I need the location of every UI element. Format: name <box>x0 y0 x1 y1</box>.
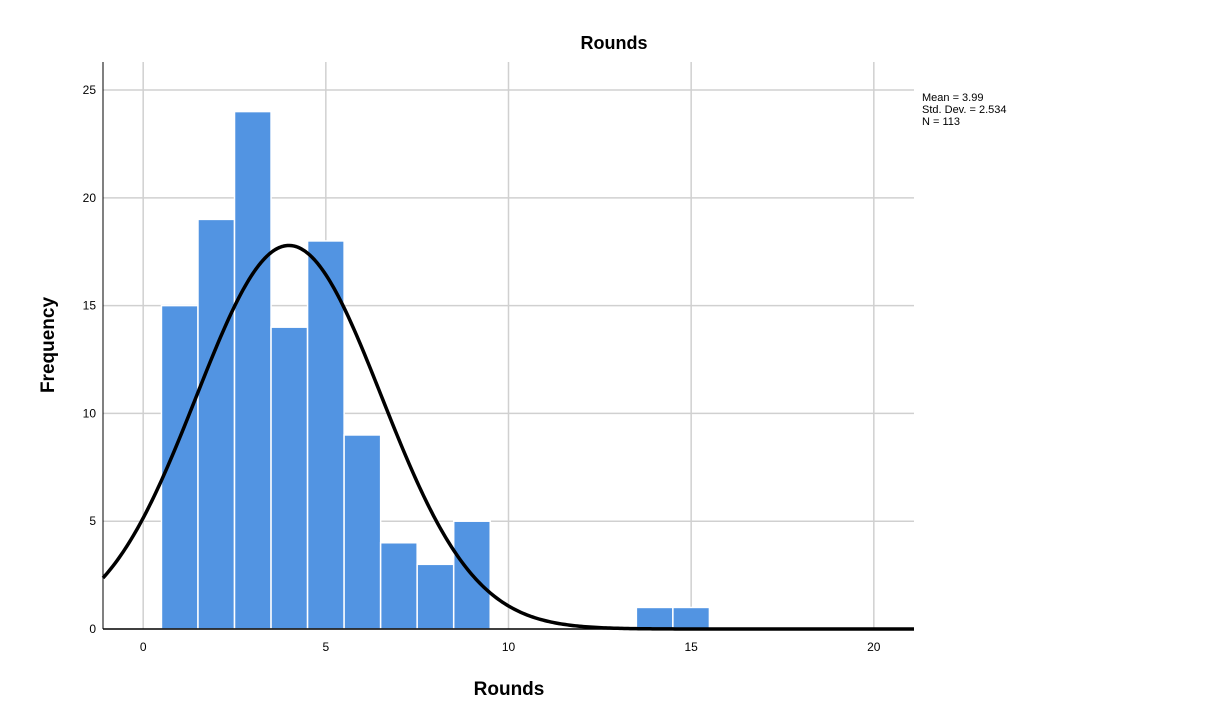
x-axis-title: Rounds <box>474 679 545 700</box>
histogram-bar <box>379 542 418 630</box>
stat-n: N = 113 <box>922 116 960 128</box>
x-tick-label: 15 <box>684 640 698 654</box>
histogram-bar <box>233 110 272 630</box>
x-tick-label: 20 <box>867 640 881 654</box>
stat-mean: Mean = 3.99 <box>922 92 983 104</box>
histogram-bar <box>270 326 309 630</box>
histogram-bar <box>635 606 674 630</box>
chart-title: Rounds <box>581 33 648 53</box>
x-tick-label: 10 <box>502 640 516 654</box>
y-tick-label: 25 <box>83 83 97 97</box>
x-tick-labels: 0 5 10 15 20 <box>140 640 881 654</box>
x-tick-label: 5 <box>322 640 329 654</box>
histogram-bar <box>306 240 345 630</box>
x-tick-label: 0 <box>140 640 147 654</box>
y-tick-label: 10 <box>83 406 97 420</box>
y-tick-label: 0 <box>89 622 96 636</box>
histogram-bar <box>672 606 711 630</box>
y-tick-label: 20 <box>83 191 97 205</box>
histogram-bar <box>343 434 382 630</box>
histogram-bar <box>197 218 236 630</box>
stat-std-dev: Std. Dev. = 2.534 <box>922 104 1007 116</box>
y-tick-label: 15 <box>83 299 97 313</box>
stats-box: Mean = 3.99 Std. Dev. = 2.534 N = 113 <box>922 92 1007 128</box>
histogram-bars <box>160 110 711 630</box>
y-tick-labels: 0 5 10 15 20 25 <box>83 83 97 636</box>
histogram-bar <box>416 563 455 630</box>
axes <box>102 62 914 630</box>
y-tick-label: 5 <box>89 514 96 528</box>
y-axis-title: Frequency <box>38 297 59 394</box>
